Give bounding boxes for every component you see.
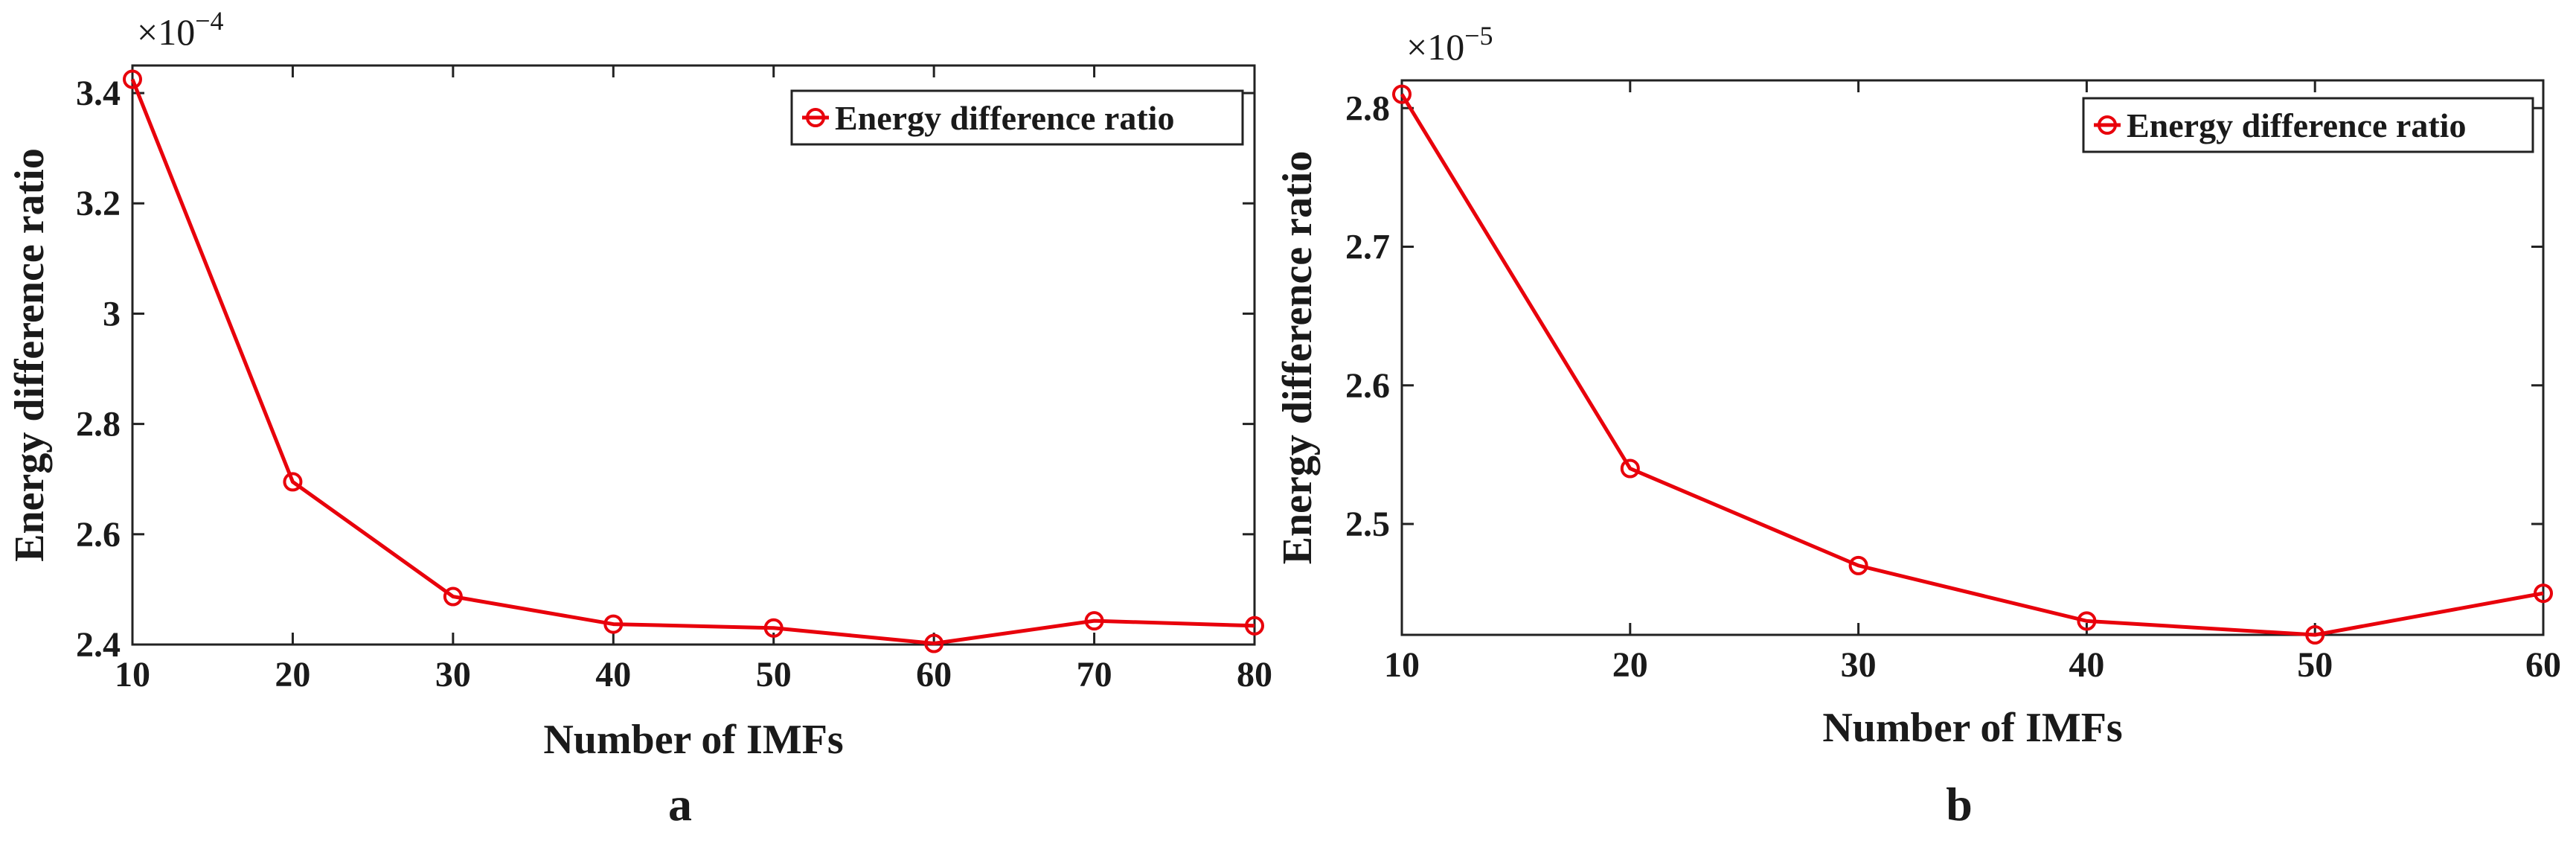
y-axis-label: Energy difference ratio bbox=[7, 148, 53, 562]
legend-entry-label: Energy difference ratio bbox=[835, 99, 1174, 137]
plot-area-frame bbox=[131, 64, 1256, 646]
x-tick-label: 60 bbox=[2525, 645, 2561, 685]
data-point-marker bbox=[603, 614, 624, 634]
legend-box bbox=[2082, 97, 2534, 153]
x-tick-label: 60 bbox=[916, 655, 952, 694]
x-tick-label: 80 bbox=[1237, 655, 1272, 694]
legend: Energy difference ratio bbox=[790, 89, 1244, 146]
y-tick-label: 3 bbox=[103, 294, 121, 333]
x-tick-label: 20 bbox=[1612, 645, 1648, 685]
series-line bbox=[1400, 93, 2544, 637]
data-point-marker bbox=[2534, 584, 2553, 604]
y-exponent-label: ×10−5 bbox=[1406, 21, 1493, 68]
data-point-marker bbox=[1848, 555, 1868, 575]
x-tick-label: 20 bbox=[275, 655, 310, 694]
y-tick-label: 2.5 bbox=[1345, 505, 1390, 544]
x-tick-label: 70 bbox=[1077, 655, 1112, 694]
y-tick-label: 2.6 bbox=[1345, 366, 1390, 406]
data-point-marker bbox=[1245, 616, 1264, 636]
x-tick-label: 10 bbox=[1384, 645, 1420, 685]
y-exponent-label: ×10−4 bbox=[137, 6, 224, 53]
y-exponent-base: ×10 bbox=[137, 11, 195, 53]
legend-entry-label: Energy difference ratio bbox=[2127, 106, 2466, 144]
y-axis-label: Energy difference ratio bbox=[1275, 151, 1321, 565]
data-point-marker bbox=[443, 586, 463, 607]
x-axis-label: Number of IMFs bbox=[1822, 705, 2122, 751]
series-line bbox=[130, 78, 1255, 646]
data-point-marker bbox=[2305, 625, 2325, 645]
panel-label: b bbox=[1946, 778, 1973, 831]
x-axis-label: Number of IMFs bbox=[543, 717, 843, 763]
y-exponent-power: −5 bbox=[1464, 21, 1493, 51]
x-tick-label: 40 bbox=[2069, 645, 2104, 685]
legend-marker-swatch bbox=[2098, 115, 2117, 135]
y-tick-label: 2.7 bbox=[1345, 228, 1390, 267]
chart-panel-b: 10 20 30 40 50 60 2.5 2.6 2.7 2.8 ×10−5 Number of I… bbox=[1275, 21, 2561, 831]
data-point-marker bbox=[1084, 611, 1104, 631]
data-point-marker bbox=[2077, 611, 2097, 631]
legend-marker-swatch bbox=[806, 108, 825, 127]
x-tick-label: 30 bbox=[435, 655, 471, 694]
data-point-marker bbox=[123, 69, 142, 89]
y-tick-label: 2.4 bbox=[76, 625, 121, 665]
y-tick-label: 3.2 bbox=[76, 184, 121, 223]
data-point-marker bbox=[1620, 458, 1640, 479]
x-tick-label: 50 bbox=[2297, 645, 2333, 685]
y-exponent-base: ×10 bbox=[1406, 26, 1464, 68]
y-tick-label: 2.6 bbox=[76, 515, 121, 554]
y-exponent-power: −4 bbox=[195, 6, 223, 36]
y-tick-label: 2.8 bbox=[1345, 89, 1390, 128]
panel-label: a bbox=[668, 778, 692, 831]
legend-box bbox=[790, 89, 1244, 146]
x-tick-label: 50 bbox=[756, 655, 792, 694]
data-point-marker bbox=[924, 633, 944, 653]
y-tick-label: 2.8 bbox=[76, 405, 121, 444]
data-point-marker bbox=[283, 472, 303, 492]
plot-area-frame bbox=[1400, 79, 2545, 636]
x-tick-label: 10 bbox=[115, 655, 150, 694]
data-point-marker bbox=[1392, 84, 1412, 104]
x-tick-label: 30 bbox=[1841, 645, 1877, 685]
y-tick-label: 3.4 bbox=[76, 74, 121, 113]
chart-panel-a: 10 20 30 40 50 60 70 80 2.4 2.6 2.8 3 3.2 3.4 ×10−4 Num… bbox=[7, 6, 1272, 831]
legend: Energy difference ratio bbox=[2082, 97, 2534, 153]
data-point-marker bbox=[763, 618, 784, 638]
x-tick-label: 40 bbox=[595, 655, 631, 694]
